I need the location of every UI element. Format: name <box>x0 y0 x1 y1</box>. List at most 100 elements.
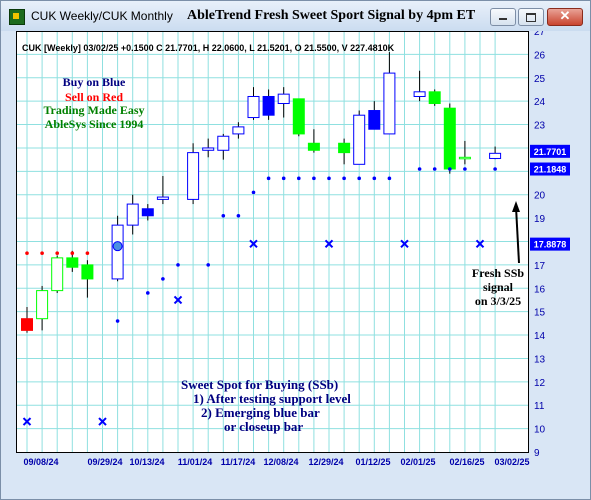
legend-buy-on-blue: Buy on Blue <box>63 75 126 89</box>
y-tick-label: 27 <box>534 31 546 38</box>
window-title: CUK Weekly/CUK Monthly <box>31 9 173 23</box>
support-dot <box>176 263 180 267</box>
x-tick-label: 03/02/25 <box>494 457 529 467</box>
close-button[interactable]: ✕ <box>547 8 583 26</box>
support-dot <box>206 263 210 267</box>
close-icon: ✕ <box>559 8 571 23</box>
support-dot <box>266 176 271 181</box>
candle <box>247 87 260 120</box>
candle-body <box>232 126 245 135</box>
candle <box>428 89 441 106</box>
support-dot <box>387 176 392 181</box>
price-label-text: 21.7701 <box>534 147 567 157</box>
candle-body <box>217 135 230 151</box>
y-tick-label: 26 <box>534 50 546 61</box>
x-tick-label: 02/16/25 <box>449 457 484 467</box>
x-tick-label: 11/01/24 <box>178 457 213 467</box>
sweet-spot-rule3: or closeup bar <box>224 419 303 434</box>
price-label: 21.7701 <box>530 144 570 158</box>
x-tick-label: 09/08/24 <box>23 457 58 467</box>
support-dot <box>221 213 226 218</box>
y-tick-label: 16 <box>534 284 546 295</box>
sell-stop-dot <box>40 251 44 255</box>
candle-body <box>489 152 502 159</box>
x-tick-label: 01/12/25 <box>355 457 390 467</box>
sell-stop-dot <box>55 251 59 255</box>
support-dot <box>417 167 422 171</box>
candle-body <box>368 110 381 130</box>
x-mark <box>249 239 258 249</box>
x-mark-stroke <box>249 239 258 249</box>
sweet-spot-rule1: 1) After testing support level <box>193 391 351 406</box>
x-tick-label: 12/08/24 <box>263 457 298 467</box>
y-tick-label: 17 <box>534 261 546 272</box>
y-tick-label: 15 <box>534 308 546 319</box>
y-tick-label: 13 <box>534 354 546 365</box>
sweet-spot-title: Sweet Spot for Buying (SSb) <box>181 377 338 392</box>
candle-body <box>156 196 169 200</box>
candlestick-chart[interactable]: 9101112131415161718192021222324252627 09… <box>16 27 582 471</box>
support-dot <box>161 277 165 281</box>
candle <box>81 260 94 298</box>
y-tick-label: 10 <box>534 425 546 436</box>
x-tick-label: 02/01/25 <box>400 457 435 467</box>
support-dot <box>281 176 286 181</box>
x-mark <box>98 417 107 426</box>
candle <box>458 140 471 165</box>
candle-body <box>141 208 154 217</box>
sell-stop-dot <box>25 251 29 255</box>
candle <box>202 138 215 158</box>
y-tick-label: 20 <box>534 191 546 202</box>
minimize-button[interactable] <box>490 8 516 26</box>
candle <box>187 143 200 205</box>
candle-body <box>383 72 396 135</box>
candle <box>262 89 275 120</box>
candle <box>413 70 426 102</box>
y-tick-label: 12 <box>534 378 546 389</box>
candle <box>126 194 139 235</box>
candle-body <box>292 98 305 135</box>
support-dot <box>342 176 346 181</box>
x-mark <box>475 239 485 249</box>
price-label-box <box>530 144 570 158</box>
candle <box>368 101 381 130</box>
x-mark <box>400 239 409 249</box>
x-mark <box>173 295 183 305</box>
plot-area[interactable]: 9101112131415161718192021222324252627 09… <box>16 27 582 471</box>
candle <box>383 52 396 135</box>
x-mark-stroke <box>98 417 107 426</box>
y-tick-label: 24 <box>534 97 546 108</box>
support-dot <box>372 176 377 181</box>
x-mark-stroke <box>22 417 32 426</box>
candle <box>338 138 351 165</box>
y-tick-label: 19 <box>534 214 546 225</box>
candle <box>307 129 320 153</box>
maximize-button[interactable] <box>518 8 544 26</box>
candle <box>36 285 49 331</box>
candle-body <box>443 107 456 170</box>
ssb-annotation-line3: on 3/3/25 <box>475 294 521 308</box>
candle-body <box>413 91 426 97</box>
candle <box>141 204 154 221</box>
candle-body <box>111 224 124 280</box>
candle-body <box>338 142 351 154</box>
y-tick-label: 9 <box>534 448 540 459</box>
price-label-box <box>530 237 570 251</box>
support-dot <box>236 213 241 218</box>
sell-stop-dot <box>70 251 75 255</box>
x-tick-label: 12/29/24 <box>308 457 343 467</box>
legend-ablesys: AbleSys Since 1994 <box>45 117 144 131</box>
series-marks <box>21 52 502 333</box>
ssb-arrow-head <box>512 201 520 212</box>
candle-body <box>202 147 215 151</box>
sweet-spot-rule2: 2) Emerging blue bar <box>201 405 320 420</box>
ssb-signal-dot <box>112 241 123 252</box>
support-dot <box>312 176 316 181</box>
support-dot <box>146 291 150 295</box>
title-bar[interactable]: CUK Weekly/CUK Monthly AbleTrend Fresh S… <box>1 1 590 31</box>
info-line: CUK [Weekly] 03/02/25 +0.1500 C 21.7701,… <box>22 43 395 53</box>
y-tick-label: 25 <box>534 74 546 85</box>
candle-body <box>262 95 275 116</box>
x-tick-label: 10/13/24 <box>129 457 164 467</box>
